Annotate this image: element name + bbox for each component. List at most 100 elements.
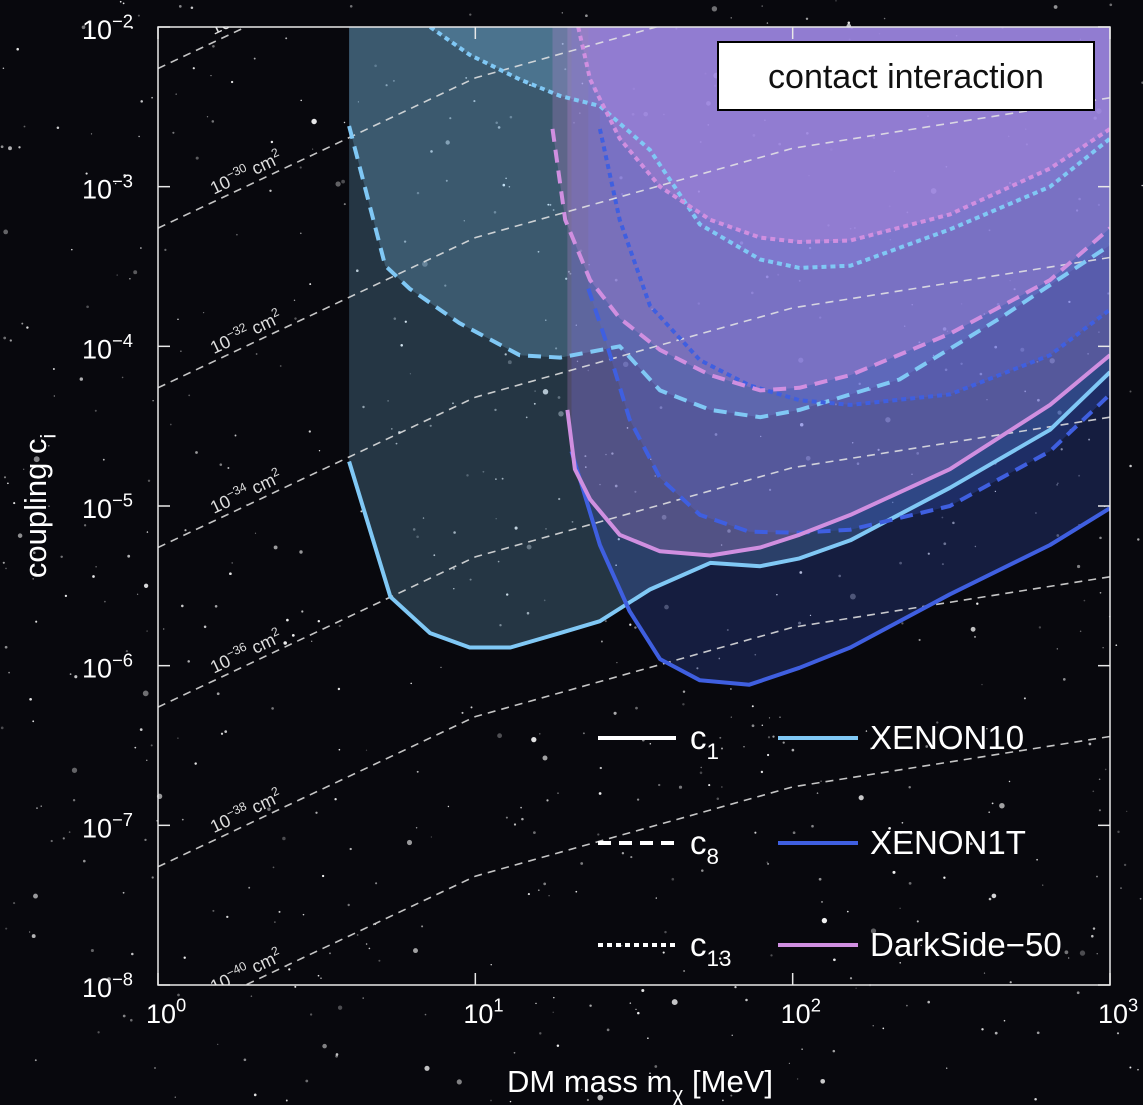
legend-label: DarkSide−50 (870, 926, 1062, 963)
star (18, 146, 20, 148)
star (634, 626, 636, 628)
star (212, 910, 214, 912)
star (95, 410, 97, 412)
star (319, 450, 320, 451)
star (635, 707, 638, 710)
star (122, 377, 124, 379)
star (95, 566, 97, 568)
star (543, 883, 546, 886)
star (8, 672, 10, 674)
star (683, 970, 685, 972)
star (248, 887, 250, 889)
star (425, 1014, 427, 1016)
star (471, 706, 473, 708)
star (300, 232, 302, 234)
star (154, 1067, 155, 1068)
star (779, 717, 780, 718)
star (754, 832, 756, 834)
star (682, 703, 684, 705)
star (906, 1005, 908, 1007)
star (817, 792, 819, 794)
star (917, 920, 919, 922)
star (1099, 809, 1101, 811)
star (1039, 626, 1041, 628)
star (63, 837, 65, 839)
x-tick-label-part: 10 (146, 999, 176, 1029)
star (271, 141, 273, 143)
star (282, 837, 286, 841)
star (769, 717, 770, 718)
star (793, 831, 796, 834)
star (761, 5, 762, 6)
star (752, 705, 754, 707)
x-axis-label-part: χ (672, 1083, 683, 1105)
x-axis-label-part: DM mass m (507, 1064, 672, 1099)
star (850, 977, 852, 979)
star (833, 1050, 836, 1053)
star (731, 17, 732, 18)
star (21, 323, 23, 325)
star (789, 1063, 790, 1064)
star (57, 126, 60, 129)
star (992, 894, 997, 899)
star (820, 1079, 825, 1084)
legend-label-part: 1 (707, 739, 719, 764)
star (732, 1035, 733, 1036)
star (873, 1025, 874, 1026)
star (224, 730, 227, 733)
star (882, 1028, 884, 1030)
star (1109, 3, 1112, 6)
y-tick-label-part: −2 (112, 11, 133, 32)
star (294, 300, 295, 301)
star (146, 760, 147, 761)
star (1037, 1031, 1040, 1034)
star (35, 621, 37, 623)
star (244, 1058, 247, 1061)
star (3, 337, 6, 340)
star (1057, 648, 1058, 649)
star (1105, 769, 1107, 771)
star (1004, 1020, 1006, 1022)
star (490, 1100, 492, 1102)
star (1096, 876, 1098, 878)
star (884, 18, 886, 20)
star (70, 673, 72, 675)
star (679, 786, 682, 789)
star (637, 798, 639, 800)
star (416, 827, 417, 828)
star (91, 949, 94, 952)
star (616, 662, 617, 663)
star (562, 12, 563, 13)
star (3, 562, 5, 564)
star (164, 249, 166, 251)
star (221, 733, 223, 735)
star (279, 911, 281, 913)
star (528, 893, 530, 895)
star (859, 795, 864, 800)
star (1080, 950, 1085, 955)
star (822, 918, 827, 923)
star (992, 803, 994, 805)
star (184, 957, 186, 959)
star (1099, 537, 1102, 540)
star (792, 749, 795, 752)
star (820, 780, 821, 781)
star (1009, 781, 1010, 782)
star (768, 736, 770, 738)
star (762, 724, 764, 726)
star (144, 584, 148, 588)
star (539, 1032, 541, 1034)
y-tick-label-part: 10 (82, 15, 112, 45)
star (74, 675, 77, 678)
star (585, 14, 588, 17)
star (734, 986, 736, 988)
star (366, 943, 368, 945)
star (151, 744, 153, 746)
star (1089, 743, 1092, 746)
star (424, 1066, 429, 1071)
star (138, 15, 140, 17)
x-tick-label-part: 3 (1128, 995, 1138, 1016)
star (226, 916, 228, 918)
star (269, 190, 271, 192)
legend-label-part: c (690, 824, 707, 861)
